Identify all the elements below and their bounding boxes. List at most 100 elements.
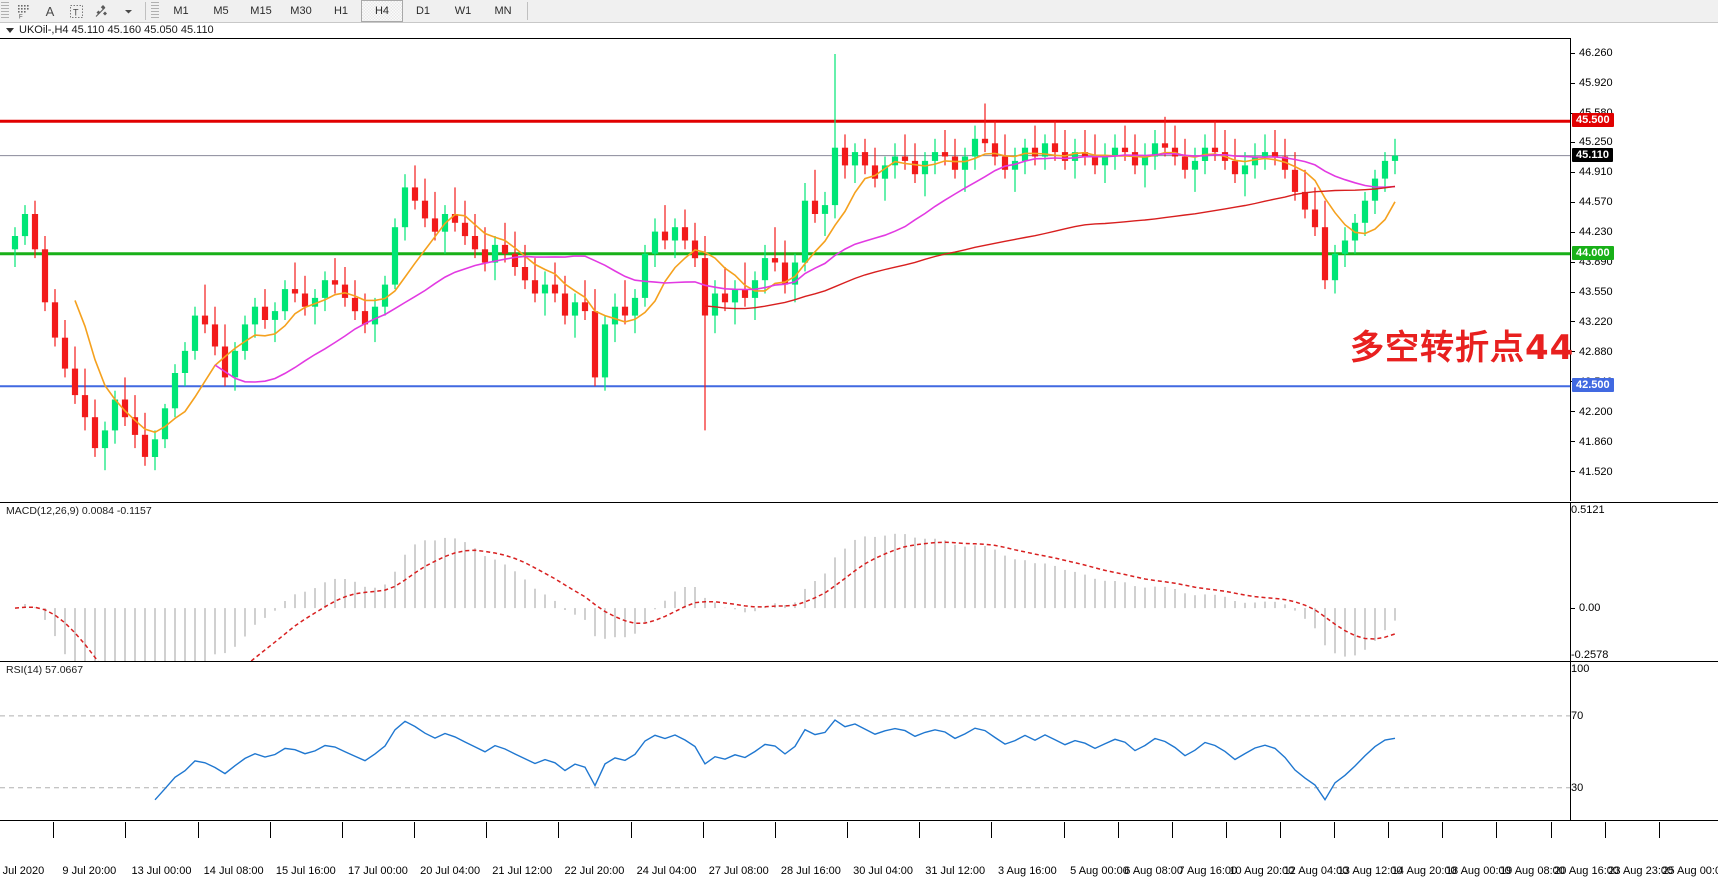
time-axis-label: 18 Aug 00:00 xyxy=(1445,865,1511,877)
symbol-ohlc-text: UKOil-,H4 45.110 45.160 45.050 45.110 xyxy=(19,24,214,36)
price-tick: 42.200 xyxy=(1571,406,1613,418)
price-tick: 43.550 xyxy=(1571,286,1613,298)
support-44000[interactable]: 44.000 xyxy=(1572,245,1614,260)
macd-pane[interactable]: MACD(12,26,9) 0.0084 -0.1157 xyxy=(0,502,1570,661)
time-axis-label: 9 Jul 20:00 xyxy=(62,865,117,877)
price-tick: 41.520 xyxy=(1571,466,1613,478)
price-tick: 44.230 xyxy=(1571,226,1613,238)
time-axis-label: 5 Aug 00:00 xyxy=(1070,865,1129,877)
price-tick: 43.220 xyxy=(1571,316,1613,328)
collapse-caret-icon[interactable] xyxy=(6,27,14,33)
time-axis-label: 30 Jul 04:00 xyxy=(853,865,914,877)
time-axis-label: 31 Jul 12:00 xyxy=(925,865,986,877)
price-scale[interactable]: 46.26045.92045.58045.25044.91044.57044.2… xyxy=(1570,38,1718,501)
text-tool-icon[interactable]: A xyxy=(45,3,55,19)
time-axis-label: 8 Jul 2020 xyxy=(0,865,45,877)
timeframe-m30[interactable]: M30 xyxy=(290,5,312,17)
crosshair-icon[interactable]: F xyxy=(11,1,37,21)
time-axis-separator xyxy=(1063,822,1065,838)
rsi-scale[interactable]: 100 70 30 xyxy=(1570,661,1718,820)
time-axis-separator xyxy=(1442,822,1444,838)
symbol-info-bar: UKOil-,H4 45.110 45.160 45.050 45.110 xyxy=(0,23,1718,37)
time-axis-label: 17 Jul 00:00 xyxy=(347,865,408,877)
time-axis-separator xyxy=(1658,822,1660,838)
timeframe-m1[interactable]: M1 xyxy=(173,5,189,17)
time-axis-separator xyxy=(1171,822,1173,838)
macd-chart-svg xyxy=(14,533,1396,661)
price-tick: 41.860 xyxy=(1571,436,1613,448)
time-axis-label: 24 Jul 04:00 xyxy=(636,865,697,877)
time-axis-label: 7 Aug 16:00 xyxy=(1178,865,1238,877)
rsi-tick: 100 xyxy=(1571,663,1590,675)
price-pane[interactable] xyxy=(0,38,1570,502)
timeframe-h1[interactable]: H1 xyxy=(333,5,349,17)
macd-tick: 0.5121 xyxy=(1571,504,1605,516)
time-axis-label: 6 Aug 08:00 xyxy=(1124,865,1183,877)
time-axis[interactable]: 8 Jul 2020 9 Jul 20:00 13 Jul 00:00 14 Jul … xyxy=(0,820,1718,894)
timeframe-m15[interactable]: M15 xyxy=(250,5,272,17)
price-tick: 44.570 xyxy=(1571,196,1613,208)
time-axis-label: 21 Jul 12:00 xyxy=(492,865,553,877)
price-chart-svg xyxy=(0,54,1570,471)
toolbar-grip[interactable] xyxy=(1,2,9,20)
macd-tick: 0.00 xyxy=(1571,602,1600,614)
macd-tick: -0.2578 xyxy=(1571,649,1609,661)
rsi-chart-svg xyxy=(0,715,1570,802)
time-axis-separator xyxy=(1496,822,1498,838)
chart-toolbar: F A T M1 M5 M15 M30 H1 H4 D1 W1 MN xyxy=(0,0,1718,23)
time-axis-separator xyxy=(486,822,488,838)
toolbar-divider-end xyxy=(527,2,528,20)
time-axis-separator xyxy=(53,822,55,838)
time-axis-separator xyxy=(774,822,776,838)
time-axis-separator xyxy=(1334,822,1336,838)
time-axis-separator xyxy=(1225,822,1227,838)
objects-icon[interactable] xyxy=(89,1,115,21)
time-axis-label: 13 Jul 00:00 xyxy=(131,865,192,877)
timeframe-mn[interactable]: MN xyxy=(494,5,512,17)
dropdown-arrow-icon[interactable] xyxy=(115,1,141,21)
time-axis-separator xyxy=(125,822,127,838)
time-axis-separator xyxy=(1550,822,1552,838)
rsi-label: RSI(14) 57.0667 xyxy=(4,664,86,676)
price-tick: 45.920 xyxy=(1571,77,1613,89)
timeframe-m5[interactable]: M5 xyxy=(213,5,229,17)
time-axis-separator xyxy=(1279,822,1281,838)
timeframe-h4[interactable]: H4 xyxy=(361,0,403,22)
price-tick: 46.260 xyxy=(1571,47,1613,59)
macd-label: MACD(12,26,9) 0.0084 -0.1157 xyxy=(4,505,154,517)
time-axis-separator xyxy=(630,822,632,838)
text-label-icon[interactable]: T xyxy=(63,1,89,21)
time-axis-label: 28 Jul 16:00 xyxy=(780,865,841,877)
time-axis-label: 20 Jul 04:00 xyxy=(420,865,481,877)
time-axis-label: 14 Jul 08:00 xyxy=(203,865,264,877)
time-axis-separator xyxy=(558,822,560,838)
timeframe-w1[interactable]: W1 xyxy=(454,5,472,17)
time-axis-label: 19 Aug 08:00 xyxy=(1500,865,1565,877)
resistance-45500[interactable]: 45.500 xyxy=(1572,113,1614,128)
time-axis-label: 22 Jul 20:00 xyxy=(564,865,625,877)
time-axis-label: 15 Jul 16:00 xyxy=(275,865,336,877)
time-axis-separator xyxy=(414,822,416,838)
timeframe-grip[interactable] xyxy=(151,2,159,20)
time-axis-label: 10 Aug 20:00 xyxy=(1229,865,1295,877)
time-axis-label: 23 Aug 23:00 xyxy=(1608,865,1674,877)
chart-annotation-text: 多空转折点44 xyxy=(1350,328,1575,368)
time-axis-separator xyxy=(269,822,271,838)
time-axis-separator xyxy=(919,822,921,838)
toolbar-divider xyxy=(145,2,146,20)
price-tick: 44.910 xyxy=(1571,166,1613,178)
time-axis-label: 3 Aug 16:00 xyxy=(997,865,1057,877)
macd-scale[interactable]: 0.5121 0.00 -0.2578 xyxy=(1570,502,1718,661)
svg-text:T: T xyxy=(73,7,79,17)
svg-text:F: F xyxy=(19,14,23,19)
support-42500[interactable]: 42.500 xyxy=(1572,378,1614,393)
time-axis-separator xyxy=(1388,822,1390,838)
last-price-45110[interactable]: 45.110 xyxy=(1572,147,1614,162)
time-axis-separator xyxy=(702,822,704,838)
time-axis-label: 12 Aug 04:00 xyxy=(1283,865,1349,877)
timeframe-d1[interactable]: D1 xyxy=(415,5,431,17)
time-axis-separator xyxy=(1604,822,1606,838)
time-axis-label: 25 Aug 00:00 xyxy=(1662,865,1718,877)
rsi-pane[interactable]: RSI(14) 57.0667 xyxy=(0,661,1570,820)
